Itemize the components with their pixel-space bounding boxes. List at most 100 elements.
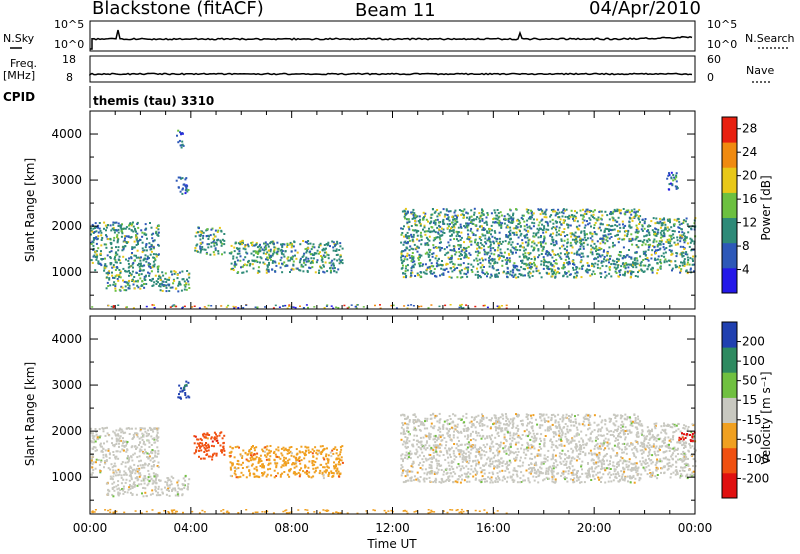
heatmap-cell xyxy=(115,485,118,488)
heatmap-cell xyxy=(279,473,282,476)
heatmap-cell xyxy=(484,237,487,240)
heatmap-cell xyxy=(213,436,216,439)
heatmap-cell xyxy=(685,251,688,254)
heatmap-cell xyxy=(151,452,154,455)
heatmap-cell xyxy=(277,247,280,250)
heatmap-cell xyxy=(144,228,147,231)
heatmap-cell xyxy=(647,231,650,234)
heatmap-cell xyxy=(693,270,695,273)
heatmap-cell xyxy=(417,441,420,444)
heatmap-cell xyxy=(485,242,488,245)
heatmap-cell xyxy=(503,222,506,225)
heatmap-cell xyxy=(494,436,497,439)
heatmap-cell xyxy=(423,224,426,227)
heatmap-cell xyxy=(611,224,614,227)
heatmap-cell xyxy=(179,488,182,491)
heatmap-cell xyxy=(174,489,177,492)
heatmap-cell xyxy=(481,233,484,236)
heatmap-cell xyxy=(530,452,533,455)
heatmap-cell xyxy=(628,221,631,224)
heatmap-cell xyxy=(433,220,436,223)
heatmap-cell xyxy=(618,223,621,226)
heatmap-cell xyxy=(573,238,576,241)
heatmap-cell xyxy=(468,216,471,219)
heatmap-cell xyxy=(469,253,472,256)
heatmap-cell xyxy=(470,243,473,246)
heatmap-cell xyxy=(255,466,258,469)
heatmap-cell xyxy=(505,304,508,307)
heatmap-cell xyxy=(512,422,515,425)
heatmap-cell xyxy=(167,489,169,492)
heatmap-cell xyxy=(148,441,151,444)
heatmap-cell xyxy=(647,238,650,241)
heatmap-cell xyxy=(488,231,491,234)
heatmap-cell xyxy=(140,256,142,259)
heatmap-cell xyxy=(493,258,496,261)
heatmap-cell xyxy=(659,236,662,239)
heatmap-cell xyxy=(152,277,154,280)
heatmap-cell xyxy=(139,277,142,280)
heatmap-cell xyxy=(630,257,633,260)
heatmap-cell xyxy=(136,479,139,482)
heatmap-cell xyxy=(131,263,134,266)
heatmap-cell xyxy=(486,212,489,214)
heatmap-cell xyxy=(468,454,471,457)
heatmap-cell xyxy=(643,235,646,238)
heatmap-cell xyxy=(144,475,147,478)
heatmap-cell xyxy=(480,239,483,242)
heatmap-cell xyxy=(539,241,542,244)
heatmap-cell xyxy=(499,221,502,224)
heatmap-cell xyxy=(213,239,216,241)
heatmap-cell xyxy=(184,384,186,387)
heatmap-cell xyxy=(617,229,620,232)
heatmap-cell xyxy=(654,227,657,230)
heatmap-cell xyxy=(627,266,630,269)
heatmap-cell xyxy=(292,268,295,271)
heatmap-cell xyxy=(449,238,452,241)
heatmap-cell xyxy=(295,448,298,451)
heatmap-cell xyxy=(142,269,145,272)
heatmap-cell xyxy=(326,304,329,306)
heatmap-cell xyxy=(411,256,414,259)
heatmap-cell xyxy=(98,436,101,439)
heatmap-cell xyxy=(458,255,461,257)
heatmap-cell xyxy=(522,253,525,256)
heatmap-cell xyxy=(291,256,294,259)
heatmap-cell xyxy=(248,470,251,473)
heatmap-cell xyxy=(231,267,234,270)
heatmap-cell xyxy=(597,260,600,263)
heatmap-cell xyxy=(334,446,337,449)
heatmap-cell xyxy=(170,270,173,273)
heatmap-cell xyxy=(561,215,564,218)
heatmap-cell xyxy=(220,449,223,452)
heatmap-cell xyxy=(532,225,535,228)
heatmap-cell xyxy=(619,212,622,215)
heatmap-cell xyxy=(406,242,409,245)
heatmap-cell xyxy=(459,270,462,273)
heatmap-cell xyxy=(483,245,485,248)
heatmap-cell xyxy=(466,268,469,271)
heatmap-cell xyxy=(635,257,638,260)
heatmap-cell xyxy=(230,244,233,247)
heatmap-cell xyxy=(154,427,157,430)
heatmap-cell xyxy=(211,227,214,230)
heatmap-cell xyxy=(133,481,136,484)
heatmap-cell xyxy=(659,226,662,229)
heatmap-cell xyxy=(555,271,558,274)
heatmap-cell xyxy=(141,247,144,250)
heatmap-cell xyxy=(416,238,419,241)
heatmap-cell xyxy=(563,219,566,222)
heatmap-cell xyxy=(580,259,583,262)
heatmap-cell xyxy=(490,212,493,215)
heatmap-cell xyxy=(675,255,678,258)
heatmap-cell xyxy=(305,446,308,449)
heatmap-cell xyxy=(300,459,303,462)
heatmap-cell xyxy=(604,210,607,213)
heatmap-cell xyxy=(335,306,338,308)
heatmap-cell xyxy=(140,466,143,469)
heatmap-cell xyxy=(488,256,491,259)
heatmap-cell xyxy=(515,231,518,234)
heatmap-cell xyxy=(184,285,187,288)
heatmap-cell xyxy=(90,440,93,443)
heatmap-cell xyxy=(606,252,609,255)
